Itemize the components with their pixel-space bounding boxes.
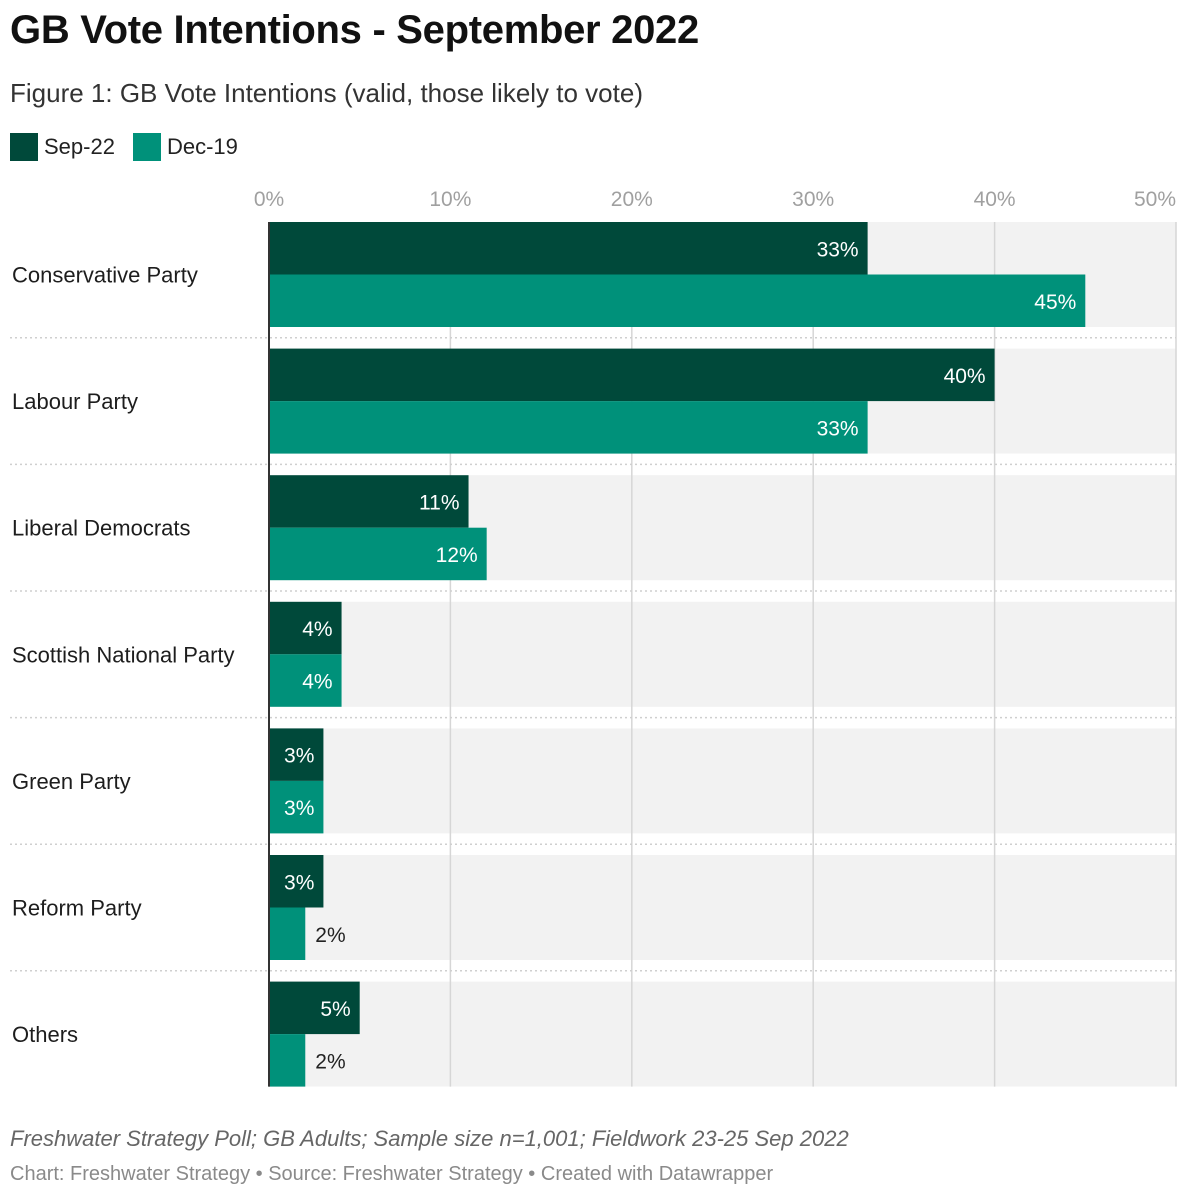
bar-sep-22-liberal-democrats xyxy=(269,475,469,528)
category-label-liberal-democrats: Liberal Democrats xyxy=(12,516,191,541)
value-label-sep-22-scottish-national-party: 4% xyxy=(302,618,332,641)
x-tick-label-20: 20% xyxy=(611,188,653,211)
category-label-labour-party: Labour Party xyxy=(12,389,138,414)
value-label-sep-22-green-party: 3% xyxy=(284,745,314,768)
legend-label-sep-22: Sep-22 xyxy=(44,134,115,159)
value-label-dec-19-green-party: 3% xyxy=(284,797,314,820)
value-label-sep-22-others: 5% xyxy=(320,998,350,1021)
value-label-dec-19-scottish-national-party: 4% xyxy=(302,671,332,694)
row-background-others xyxy=(269,981,1176,1087)
bar-dec-19-labour-party xyxy=(269,401,868,454)
legend-swatch-sep-22 xyxy=(10,133,38,161)
row-background-green-party xyxy=(269,728,1176,834)
value-label-dec-19-labour-party: 33% xyxy=(817,417,859,440)
chart-subtitle: Figure 1: GB Vote Intentions (valid, tho… xyxy=(10,78,643,108)
x-tick-label-10: 10% xyxy=(429,188,471,211)
value-label-dec-19-reform-party: 2% xyxy=(315,924,345,947)
legend-label-dec-19: Dec-19 xyxy=(166,134,238,159)
chart-title: GB Vote Intentions - September 2022 xyxy=(10,8,699,52)
row-background-scottish-national-party xyxy=(269,601,1176,707)
bar-dec-19-conservative-party xyxy=(269,274,1086,327)
value-label-dec-19-conservative-party: 45% xyxy=(1034,291,1076,314)
legend-swatch-dec-19 xyxy=(132,133,161,161)
bar-sep-22-others xyxy=(269,981,360,1035)
bar-dec-19-green-party xyxy=(269,780,324,834)
bar-dec-19-scottish-national-party xyxy=(269,654,342,707)
category-label-others: Others xyxy=(12,1022,78,1047)
category-label-reform-party: Reform Party xyxy=(12,896,142,921)
chart-legend: Sep-22 Dec-19 xyxy=(10,133,256,161)
bar-sep-22-labour-party xyxy=(269,348,995,402)
category-label-conservative-party: Conservative Party xyxy=(12,263,198,288)
x-tick-label-40: 40% xyxy=(974,188,1016,211)
bar-sep-22-scottish-national-party xyxy=(269,601,342,655)
category-label-green-party: Green Party xyxy=(12,769,131,794)
row-background-reform-party xyxy=(269,855,1176,960)
footer-note: Freshwater Strategy Poll; GB Adults; Sam… xyxy=(10,1126,849,1151)
x-tick-label-0: 0% xyxy=(254,188,284,211)
value-label-dec-19-others: 2% xyxy=(315,1050,345,1073)
value-label-sep-22-conservative-party: 33% xyxy=(817,238,859,261)
bar-sep-22-green-party xyxy=(269,728,324,781)
bar-dec-19-others xyxy=(269,1034,306,1087)
value-label-dec-19-liberal-democrats: 12% xyxy=(436,544,478,567)
category-label-scottish-national-party: Scottish National Party xyxy=(12,642,235,667)
x-tick-label-30: 30% xyxy=(792,188,834,211)
bar-sep-22-reform-party xyxy=(269,855,324,908)
footer-credit: Chart: Freshwater Strategy • Source: Fre… xyxy=(10,1163,774,1185)
value-label-sep-22-reform-party: 3% xyxy=(284,871,314,894)
legend-item-sep-22: Sep-22 xyxy=(10,133,115,161)
bar-dec-19-reform-party xyxy=(269,907,306,960)
value-label-sep-22-labour-party: 40% xyxy=(944,365,986,388)
bar-sep-22-conservative-party xyxy=(269,222,868,275)
value-label-sep-22-liberal-democrats: 11% xyxy=(419,491,459,514)
x-tick-label-50: 50% xyxy=(1134,188,1176,211)
legend-item-dec-19: Dec-19 xyxy=(132,133,238,161)
bar-dec-19-liberal-democrats xyxy=(269,527,487,581)
bar-chart: 0% 10% 20% 30% 40% 50% Conservative Party Labou… xyxy=(10,188,1177,1087)
